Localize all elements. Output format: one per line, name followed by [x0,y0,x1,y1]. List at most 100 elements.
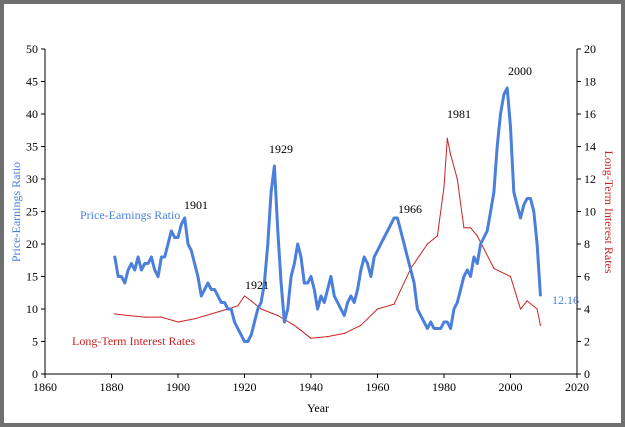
pe-ratio-point [486,230,488,232]
x-axis-title: Year [307,401,329,415]
pe-ratio-point [513,191,515,193]
interest-rate-point [446,137,448,139]
pe-ratio-point [217,295,219,297]
pe-ratio-point [237,327,239,330]
interest-rate-point [539,324,542,326]
left-y-tick-label: 35 [26,140,38,154]
pe-ratio-point [400,230,402,232]
interest-rate-point [144,316,146,318]
pe-ratio-point [127,269,129,271]
pe-ratio-point [426,327,428,330]
right-y-tick-label: 0 [584,367,590,381]
pe-ratio-point [253,321,256,323]
interest-rate-point [470,227,472,229]
pe-ratio-point [140,269,142,271]
pe-ratio-point [150,256,152,258]
pe-end-value-label: 12.16 [552,293,579,307]
pe-ratio-point [533,210,535,213]
pe-ratio-point [204,288,206,291]
right-y-tick-label: 16 [584,107,596,121]
pe-ratio-point [224,301,226,304]
interest-rate-point [127,314,129,317]
annotation-2000: 2000 [508,64,532,78]
pe-ratio-point [293,262,295,265]
pe-ratio-point [523,204,525,206]
x-tick-label: 1900 [166,380,190,394]
pe-ratio-point [380,243,382,245]
pe-ratio-point [184,217,186,219]
pe-ratio-point [330,275,332,278]
left-y-tick-label: 20 [26,237,38,251]
pe-ratio-point [323,301,325,304]
interest-rate-point [310,337,312,339]
right-y-tick-label: 6 [584,270,590,284]
pe-ratio-point [370,275,372,278]
pe-ratio-point [307,282,309,284]
left-y-tick-label: 30 [26,172,38,186]
pe-ratio-point [297,243,299,245]
pe-ratio-point [220,301,222,304]
pe-ratio-point [210,288,212,291]
right-y-axis-title: Long-Term Interest Rates [602,150,616,273]
pe-ratio-point [509,126,512,128]
interest-rate-point [114,313,116,315]
pe-ratio-point [453,308,455,310]
right-y-tick-label: 18 [584,75,596,89]
pe-ratio-point [396,217,398,219]
pe-ratio-point [160,256,162,258]
pe-ratio-point [280,282,282,284]
interest-rate-point [360,324,362,326]
pe-ratio-point [476,262,478,265]
pe-ratio-point [360,269,362,271]
interest-rate-point [376,308,379,310]
right-y-tick-label: 12 [584,172,596,186]
annotation-1921: 1921 [245,278,269,292]
interest-rate-point [463,227,465,229]
left-y-tick-label: 50 [26,42,38,56]
left-y-tick-label: 45 [26,75,38,89]
pe-ratio-point [390,223,392,226]
pe-ratio-point [416,308,418,310]
pe-ratio-point [436,327,438,330]
pe-ratio-point [273,165,275,167]
pe-ratio-point [343,314,345,317]
pe-ratio-point [456,301,458,304]
pe-ratio-point [310,275,312,278]
pe-ratio-point [503,93,505,96]
pe-ratio-point [446,321,448,323]
pe-ratio-point [287,308,289,310]
pe-ratio-point [526,197,528,200]
pe-ratio-point [463,275,465,278]
interest-rate-point [519,308,522,310]
interest-rate-point [177,321,179,323]
pe-ratio-point [506,87,508,89]
right-y-tick-label: 14 [584,140,596,154]
interest-rate-point [436,235,438,237]
interest-rate-point [536,308,538,310]
pe-ratio-point [283,321,285,323]
x-tick-label: 1960 [366,380,390,394]
pe-ratio-point [167,243,169,245]
interest-rate-point [327,336,329,338]
interest-rate-point [160,316,162,318]
annotation-1981: 1981 [447,107,471,121]
pe-ratio-point [157,275,159,278]
pe-ratio-point [443,321,445,323]
interest-rate-point [493,267,495,269]
pe-ratio-point [134,269,136,271]
interest-rate-point [476,235,478,237]
pe-ratio-point [313,288,315,291]
pe-ratio-point [470,275,472,278]
pe-series-label: Price-Earnings Ratio [80,208,180,222]
x-tick-label: 1860 [33,380,57,394]
annotation-1966: 1966 [398,202,422,216]
pe-ratio-point [170,230,172,232]
right-y-tick-label: 4 [584,302,590,316]
pe-ratio-point [230,308,232,310]
pe-ratio-point [120,275,123,278]
right-y-tick-label: 2 [584,335,590,349]
pe-ratio-point [440,327,442,330]
interest-rate-point [194,318,196,320]
pe-ratio-point [450,327,452,330]
left-y-ticks: 0 5 10 15 20 25 30 35 40 45 50 [26,42,45,381]
